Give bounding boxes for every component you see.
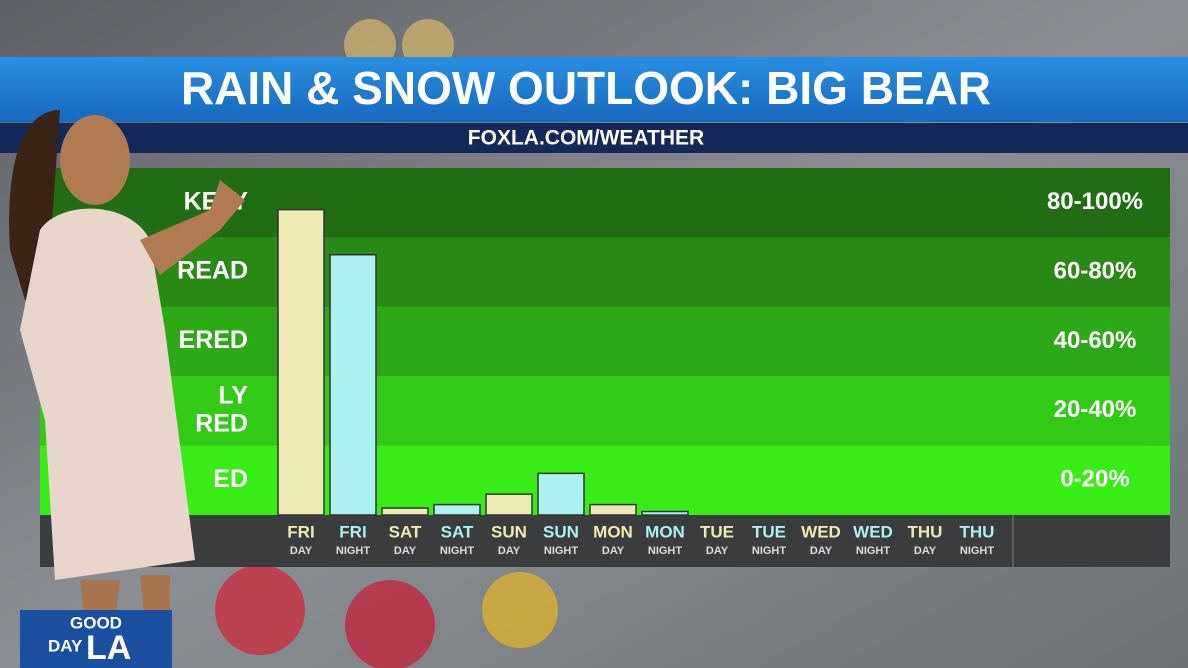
x-tick-label: SAT [389, 522, 422, 541]
probability-band [40, 237, 1170, 307]
chart-title: RAIN & SNOW OUTLOOK: BIG BEAR [181, 62, 991, 114]
band-range-label: 0-20% [1060, 466, 1129, 493]
band-range-label: 20-40% [1054, 396, 1137, 423]
label-row [40, 515, 1170, 567]
bar [381, 507, 429, 516]
x-tick-label: FRI [339, 522, 366, 541]
band-range-label: 60-80% [1054, 257, 1137, 284]
bar [641, 510, 689, 516]
logo-box [20, 610, 172, 668]
presenter-arm [140, 180, 245, 275]
x-tick-sublabel: NIGHT [648, 545, 683, 557]
bar [485, 493, 533, 516]
x-tick-label: SAT [441, 522, 474, 541]
x-tick-sublabel: DAY [394, 545, 417, 557]
background-blur [482, 572, 558, 648]
x-tick-label: TUE [752, 522, 786, 541]
x-tick-label: FRI [287, 522, 314, 541]
probability-band [40, 445, 1170, 515]
x-tick-sublabel: NIGHT [440, 545, 475, 557]
x-tick-label: THU [908, 522, 943, 541]
title-bar [0, 57, 1188, 122]
x-tick-sublabel: NIGHT [752, 545, 787, 557]
presenter-head [60, 115, 130, 205]
x-tick-label: MON [593, 522, 633, 541]
x-tick-sublabel: DAY [810, 545, 833, 557]
bar [277, 208, 325, 516]
x-tick-sublabel: DAY [914, 545, 937, 557]
band-name: LY [218, 382, 248, 410]
logo-text: GOOD [70, 613, 122, 632]
bar [589, 503, 637, 516]
x-tick-sublabel: DAY [498, 545, 521, 557]
background-blur [215, 565, 305, 655]
band-name: ERED [179, 326, 248, 354]
x-tick-sublabel: DAY [602, 545, 625, 557]
x-tick-label: SUN [543, 522, 579, 541]
x-tick-sublabel: DAY [290, 545, 313, 557]
logo-text: DAY [48, 636, 83, 655]
x-tick-label: WED [801, 522, 841, 541]
band-name: RED [195, 410, 248, 438]
x-tick-label: MON [645, 522, 685, 541]
band-range-label: 40-60% [1054, 327, 1137, 354]
x-tick-label: SUN [491, 522, 527, 541]
probability-band [40, 306, 1170, 377]
subtitle-bar [0, 123, 1188, 153]
probability-band [40, 376, 1170, 446]
bar [433, 503, 481, 516]
logo-text: LA [86, 629, 131, 667]
x-tick-label: TUE [700, 522, 734, 541]
band-range-label: 80-100% [1047, 188, 1143, 215]
x-tick-sublabel: NIGHT [544, 545, 579, 557]
x-tick-sublabel: DAY [706, 545, 729, 557]
band-name: READ [177, 257, 248, 285]
x-tick-label: WED [853, 522, 893, 541]
chart-subtitle: FOXLA.COM/WEATHER [468, 127, 704, 150]
band-name: ED [213, 465, 248, 493]
bar [329, 254, 377, 516]
background-blur [345, 580, 435, 668]
x-tick-sublabel: NIGHT [960, 545, 995, 557]
x-tick-sublabel: NIGHT [336, 545, 371, 557]
presenter-dress [20, 208, 195, 581]
bar [537, 472, 585, 516]
x-tick-sublabel: NIGHT [856, 545, 891, 557]
x-tick-label: THU [960, 522, 995, 541]
